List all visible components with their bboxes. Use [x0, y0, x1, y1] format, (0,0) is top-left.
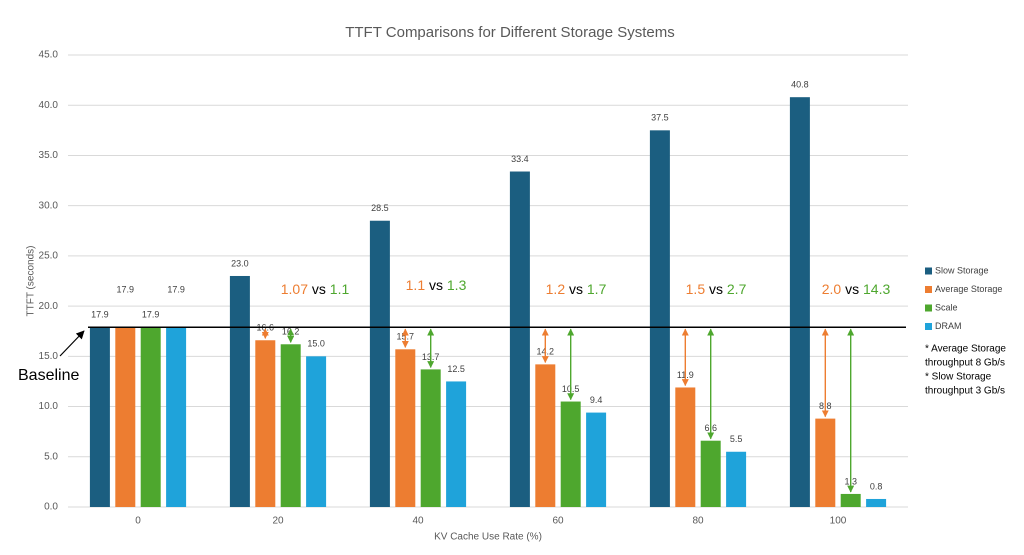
legend-label: DRAM [935, 321, 962, 331]
legend-swatch [925, 323, 932, 330]
y-tick-label: 20.0 [39, 301, 59, 312]
note: throughput 8 Gb/s [925, 358, 1005, 369]
bar [306, 356, 327, 507]
baseline-label: Baseline [18, 367, 79, 384]
legend-label: Average Storage [935, 284, 1002, 294]
bar [726, 451, 747, 507]
legend-swatch [925, 286, 932, 293]
bar [140, 327, 161, 507]
bar [840, 493, 861, 507]
x-tick-label: 80 [692, 516, 704, 527]
bar [789, 97, 810, 507]
value-label: 9.4 [590, 395, 603, 405]
bar [815, 418, 836, 507]
value-label: 33.4 [511, 154, 529, 164]
ratio-scale: 14.3 [863, 281, 890, 297]
y-axis-title: TTFT (seconds) [26, 246, 37, 317]
ratio-separator: vs [312, 281, 326, 297]
legend-swatch [925, 304, 932, 312]
legend-label: Slow Storage [935, 265, 989, 275]
bar [89, 327, 110, 507]
bar [866, 498, 887, 507]
y-tick-label: 30.0 [39, 200, 59, 211]
bar [446, 381, 467, 507]
bar [509, 171, 530, 507]
ratio-scale: 1.7 [587, 281, 607, 297]
ratio-scale: 2.7 [727, 281, 747, 297]
chart-title: TTFT Comparisons for Different Storage S… [345, 24, 675, 41]
ratio-scale: 1.1 [330, 281, 350, 297]
x-tick-label: 40 [412, 516, 424, 527]
value-label: 17.9 [167, 284, 185, 294]
value-label: 17.9 [142, 309, 160, 319]
bar [369, 220, 390, 507]
value-label: 15.0 [307, 339, 325, 349]
y-tick-label: 5.0 [44, 451, 58, 462]
y-tick-label: 10.0 [39, 401, 59, 412]
x-tick-label: 60 [552, 516, 564, 527]
y-tick-label: 40.0 [39, 100, 59, 111]
value-label: 12.5 [447, 364, 465, 374]
legend-swatch [925, 267, 932, 275]
value-label: 17.9 [91, 309, 109, 319]
note: * Slow Storage [925, 372, 992, 383]
ratio-separator: vs [429, 277, 443, 293]
x-axis-title: KV Cache Use Rate (%) [434, 532, 542, 543]
note: throughput 3 Gb/s [925, 386, 1005, 397]
value-label: 5.5 [730, 434, 743, 444]
value-label: 40.8 [791, 80, 809, 90]
bar [115, 327, 136, 507]
y-tick-label: 35.0 [39, 150, 59, 161]
ratio-annotation: 1.1 vs 1.3 [406, 277, 467, 293]
y-tick-label: 25.0 [39, 251, 59, 262]
note: * Average Storage [925, 344, 1006, 355]
value-label: 17.9 [117, 284, 135, 294]
y-tick-label: 0.0 [44, 502, 58, 513]
y-tick-label: 15.0 [39, 351, 59, 362]
bar [675, 387, 696, 507]
bar [280, 344, 301, 507]
bar [700, 440, 721, 507]
x-tick-label: 20 [272, 516, 284, 527]
ratio-separator: vs [569, 281, 583, 297]
ratio-annotation: 1.2 vs 1.7 [546, 281, 607, 297]
ratio-scale: 1.3 [447, 277, 467, 293]
ratio-average: 1.5 [686, 281, 706, 297]
ratio-annotation: 1.07 vs 1.1 [281, 281, 350, 297]
ratio-annotation: 2.0 vs 14.3 [822, 281, 891, 297]
bar [395, 349, 416, 507]
value-label: 23.0 [231, 258, 249, 268]
ratio-average: 1.2 [546, 281, 566, 297]
bar [166, 327, 187, 507]
ratio-separator: vs [709, 281, 723, 297]
bar [586, 412, 607, 507]
x-tick-label: 0 [135, 516, 141, 527]
baseline-pointer [59, 330, 85, 357]
value-label: 0.8 [870, 481, 883, 491]
bar [255, 340, 276, 507]
ratio-average: 1.1 [406, 277, 426, 293]
bar [229, 275, 250, 507]
value-label: 37.5 [651, 113, 669, 123]
bar [560, 401, 581, 507]
y-tick-label: 45.0 [39, 50, 59, 61]
bar [649, 130, 670, 508]
ratio-average: 1.07 [281, 281, 308, 297]
ratio-separator: vs [845, 281, 859, 297]
ratio-average: 2.0 [822, 281, 842, 297]
bar [420, 369, 441, 507]
ratio-annotation: 1.5 vs 2.7 [686, 281, 747, 297]
legend-label: Scale [935, 302, 958, 312]
bar [535, 364, 556, 507]
x-tick-label: 100 [830, 516, 847, 527]
value-label: 28.5 [371, 203, 389, 213]
